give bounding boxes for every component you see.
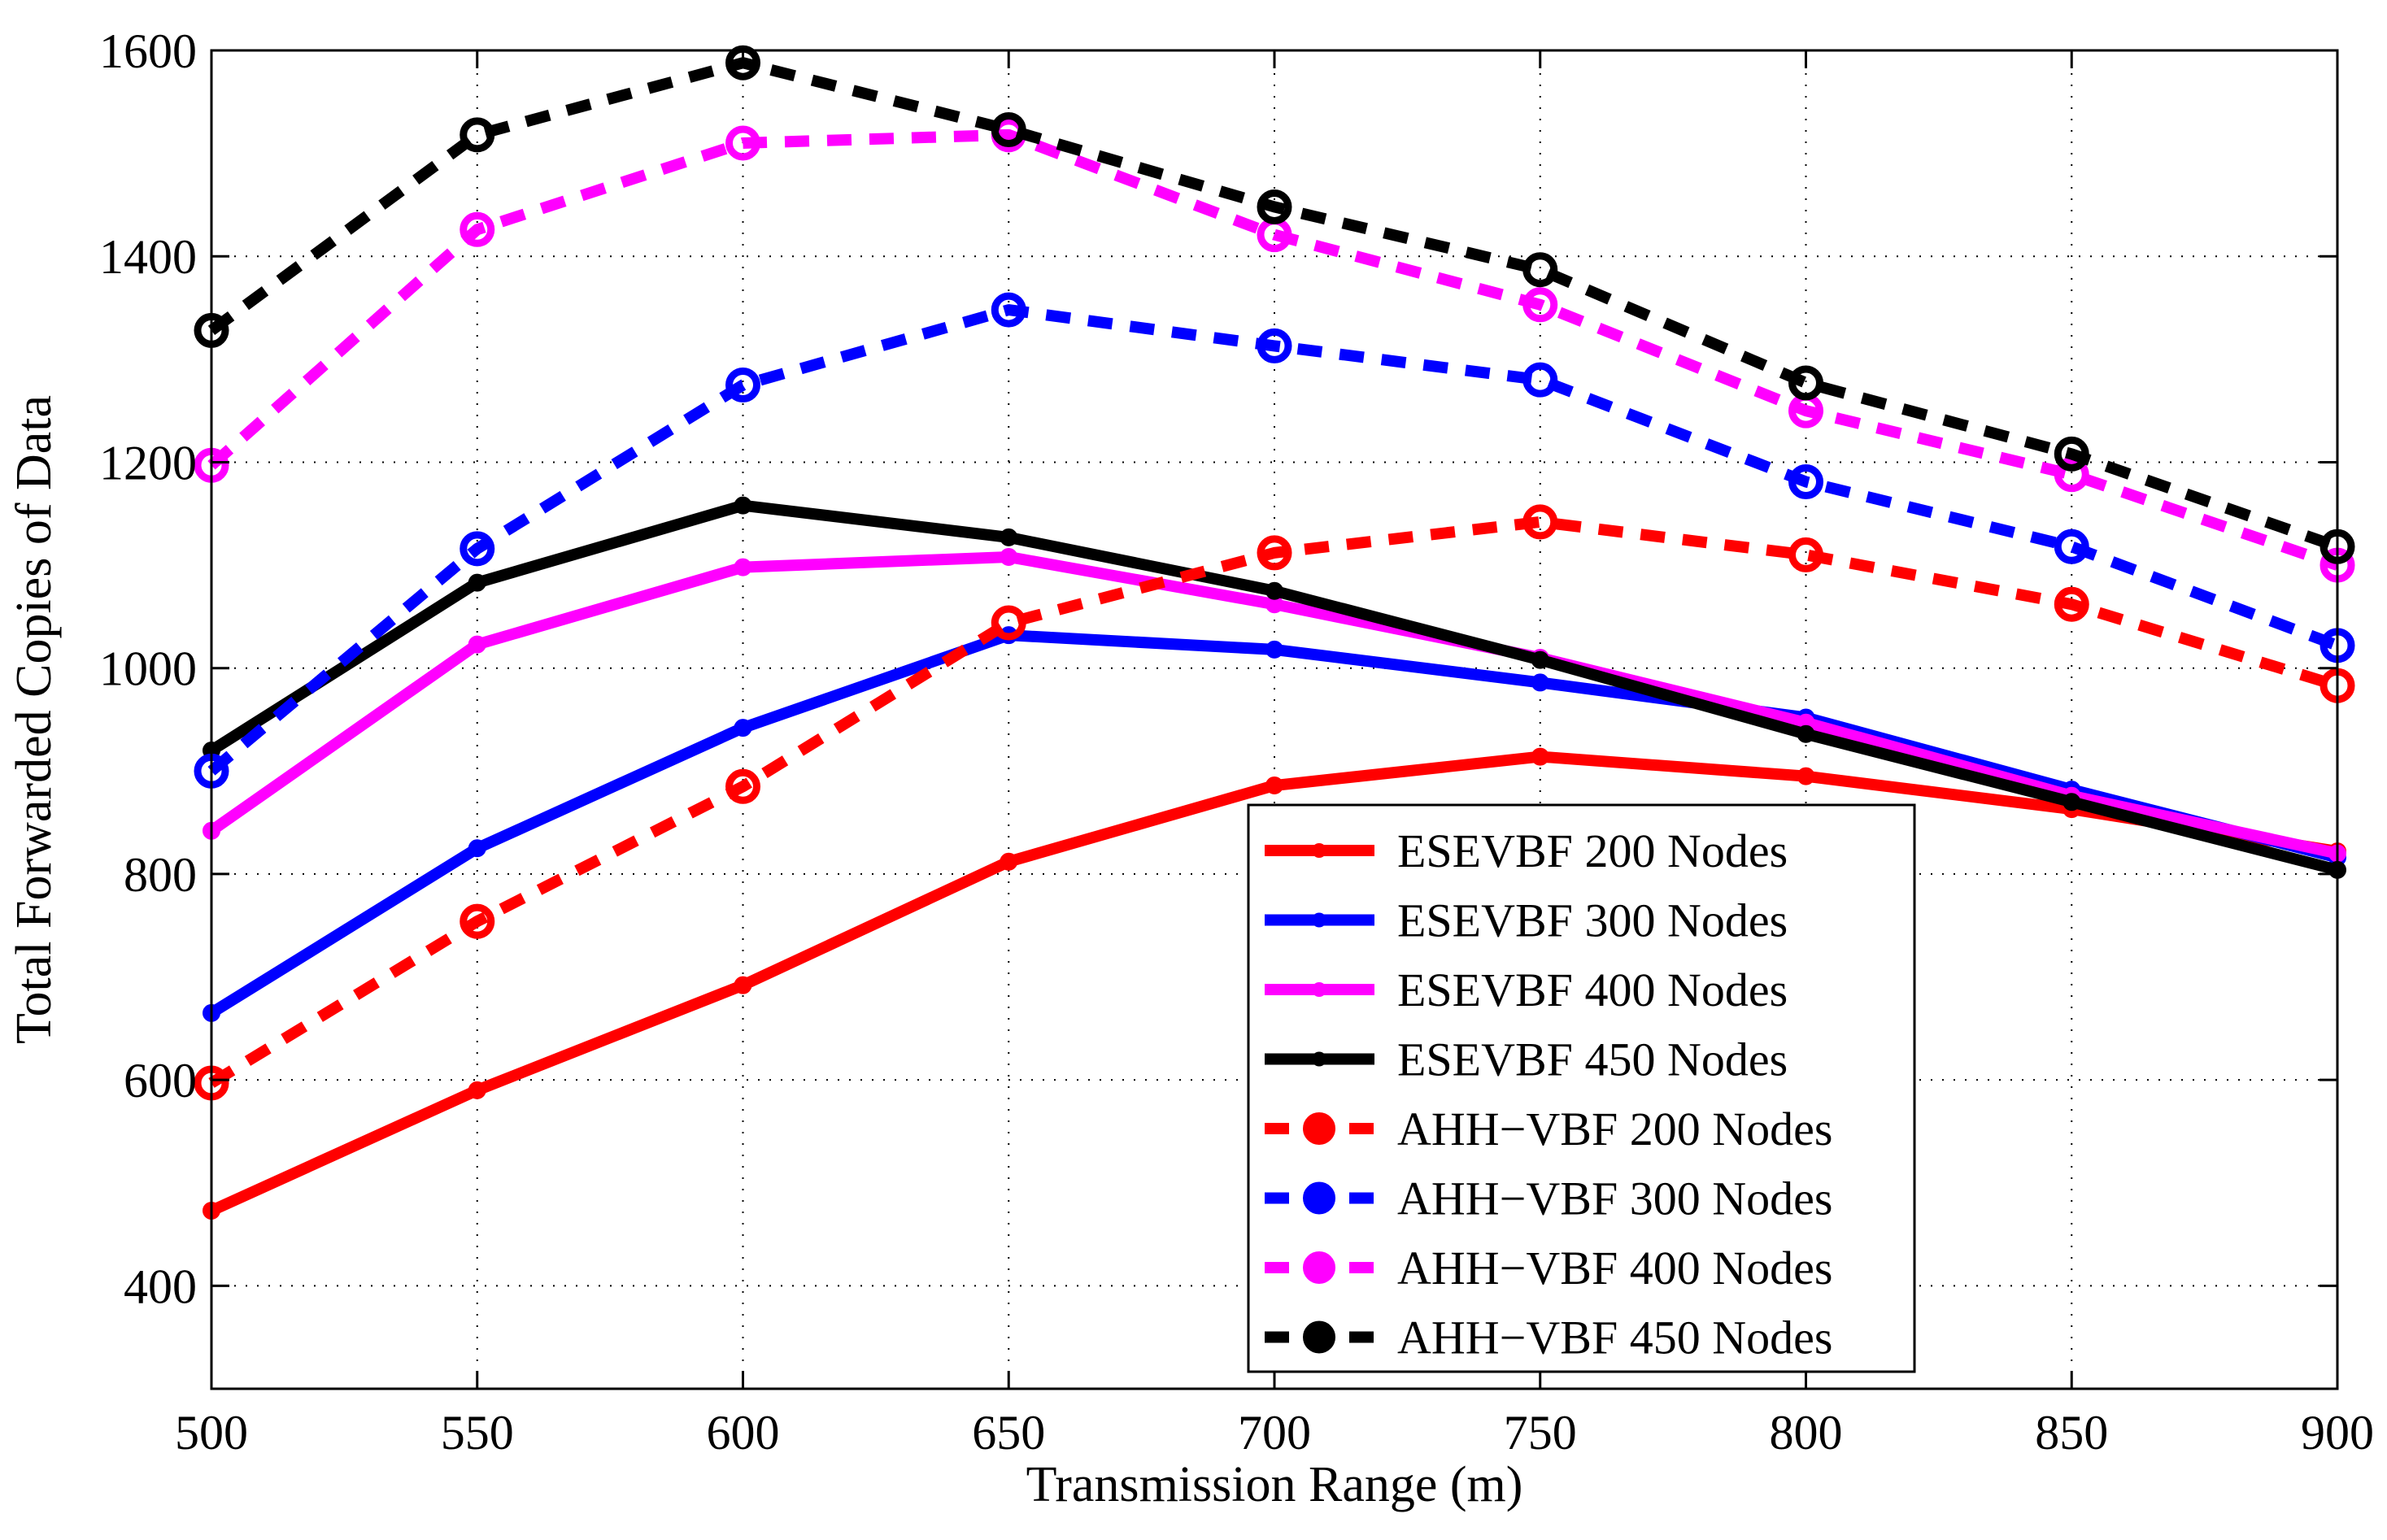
- y-tick-label: 1400: [99, 230, 197, 284]
- legend-label: AHH−VBF 400 Nodes: [1397, 1242, 1832, 1294]
- legend-swatch-marker: [1312, 1051, 1326, 1067]
- series-3: [203, 496, 2346, 879]
- legend-swatch-marker: [1303, 1112, 1335, 1145]
- x-tick-label: 550: [441, 1406, 514, 1460]
- data-point: [725, 368, 760, 402]
- data-point: [468, 635, 486, 654]
- data-point: [734, 496, 752, 515]
- data-point: [725, 45, 760, 80]
- x-tick-label: 900: [2301, 1406, 2374, 1460]
- x-tick-label: 800: [1770, 1406, 1843, 1460]
- data-point: [1531, 747, 1549, 766]
- data-point: [1000, 547, 1018, 566]
- legend-item: AHH−VBF 450 Nodes: [1265, 1312, 1832, 1364]
- data-point: [468, 573, 486, 592]
- data-point: [1531, 673, 1549, 692]
- data-point: [1788, 365, 1823, 401]
- legend-item: ESEVBF 300 Nodes: [1265, 894, 1788, 947]
- series-group: [194, 45, 2355, 1220]
- data-point: [1797, 724, 1815, 743]
- data-point: [468, 1081, 486, 1099]
- legend-item: ESEVBF 400 Nodes: [1265, 964, 1788, 1016]
- legend-label: AHH−VBF 450 Nodes: [1397, 1312, 1832, 1364]
- legend-item: ESEVBF 200 Nodes: [1265, 824, 1788, 877]
- y-tick-label: 400: [124, 1259, 197, 1313]
- data-point: [1257, 535, 1292, 571]
- legend-label: ESEVBF 400 Nodes: [1397, 964, 1788, 1016]
- data-point: [2054, 586, 2089, 622]
- legend-swatch-marker: [1312, 912, 1326, 928]
- legend-item: ESEVBF 450 Nodes: [1265, 1033, 1788, 1086]
- y-tick-label: 1600: [99, 24, 197, 78]
- y-tick-label: 1200: [99, 436, 197, 489]
- legend-label: AHH−VBF 200 Nodes: [1397, 1103, 1832, 1155]
- x-tick-label: 650: [972, 1406, 1045, 1460]
- x-axis-label: Transmission Range (m): [1026, 1457, 1523, 1512]
- legend-swatch-marker: [1303, 1181, 1335, 1215]
- data-point: [1522, 362, 1558, 398]
- data-point: [2062, 793, 2081, 811]
- legend-swatch-marker: [1303, 1320, 1335, 1354]
- series-line: [207, 304, 2340, 776]
- data-point: [460, 903, 495, 939]
- data-point: [725, 768, 760, 804]
- x-tick-label: 600: [707, 1406, 780, 1460]
- data-point: [1000, 528, 1018, 546]
- legend-item: AHH−VBF 300 Nodes: [1265, 1172, 1832, 1225]
- data-point: [468, 839, 486, 858]
- x-tick-label: 500: [175, 1406, 248, 1460]
- data-point: [725, 125, 760, 161]
- data-point: [2054, 529, 2089, 564]
- data-point: [1531, 650, 1549, 669]
- series-line: [208, 516, 2340, 1088]
- data-point: [734, 976, 752, 994]
- data-point: [1265, 581, 1283, 600]
- x-tick-label: 700: [1238, 1406, 1311, 1460]
- legend-item: AHH−VBF 400 Nodes: [1265, 1242, 1832, 1294]
- data-point: [2054, 436, 2089, 472]
- legend-box: [1247, 803, 1916, 1373]
- x-tick-label: 750: [1504, 1406, 1577, 1460]
- data-point: [1000, 852, 1018, 871]
- series-line: [207, 57, 2340, 552]
- data-point: [2054, 457, 2089, 493]
- y-tick-label: 600: [124, 1054, 197, 1107]
- legend-swatch-marker: [1303, 1251, 1335, 1284]
- data-point: [1522, 504, 1558, 540]
- data-point: [1797, 767, 1815, 785]
- legend: ESEVBF 200 Nodes ESEVBF 300 Nodes ESEVBF 4…: [1247, 803, 1916, 1373]
- data-point: [1257, 189, 1292, 224]
- series-line: [207, 128, 2340, 571]
- data-point: [1522, 252, 1558, 288]
- data-point: [460, 531, 495, 567]
- data-point: [1788, 537, 1823, 572]
- data-point: [734, 719, 752, 737]
- data-point: [460, 211, 495, 247]
- data-point: [991, 292, 1026, 328]
- axis-ticks: 500 550 600 650 700 750 800 850 900 400 600 800 1000…: [99, 24, 2374, 1460]
- data-point: [734, 558, 752, 576]
- legend-swatch-marker: [1312, 843, 1326, 858]
- data-point: [1265, 640, 1283, 659]
- grid: [211, 50, 2337, 1389]
- legend-label: AHH−VBF 300 Nodes: [1397, 1172, 1832, 1225]
- data-point: [1265, 777, 1283, 795]
- y-axis-label: Total Forwarded Copies of Data: [7, 395, 62, 1044]
- data-point: [1788, 464, 1823, 500]
- data-point: [991, 605, 1026, 641]
- data-point: [1257, 328, 1292, 363]
- data-point: [1522, 287, 1558, 323]
- legend-label: ESEVBF 300 Nodes: [1397, 894, 1788, 947]
- legend-swatch-marker: [1312, 982, 1326, 997]
- legend-item: AHH−VBF 200 Nodes: [1265, 1103, 1832, 1155]
- y-tick-label: 800: [124, 848, 197, 902]
- x-tick-label: 850: [2035, 1406, 2108, 1460]
- data-point: [991, 111, 1026, 147]
- data-point: [460, 117, 495, 153]
- y-tick-label: 1000: [99, 642, 197, 696]
- legend-label: ESEVBF 450 Nodes: [1397, 1033, 1788, 1086]
- legend-label: ESEVBF 200 Nodes: [1397, 824, 1788, 877]
